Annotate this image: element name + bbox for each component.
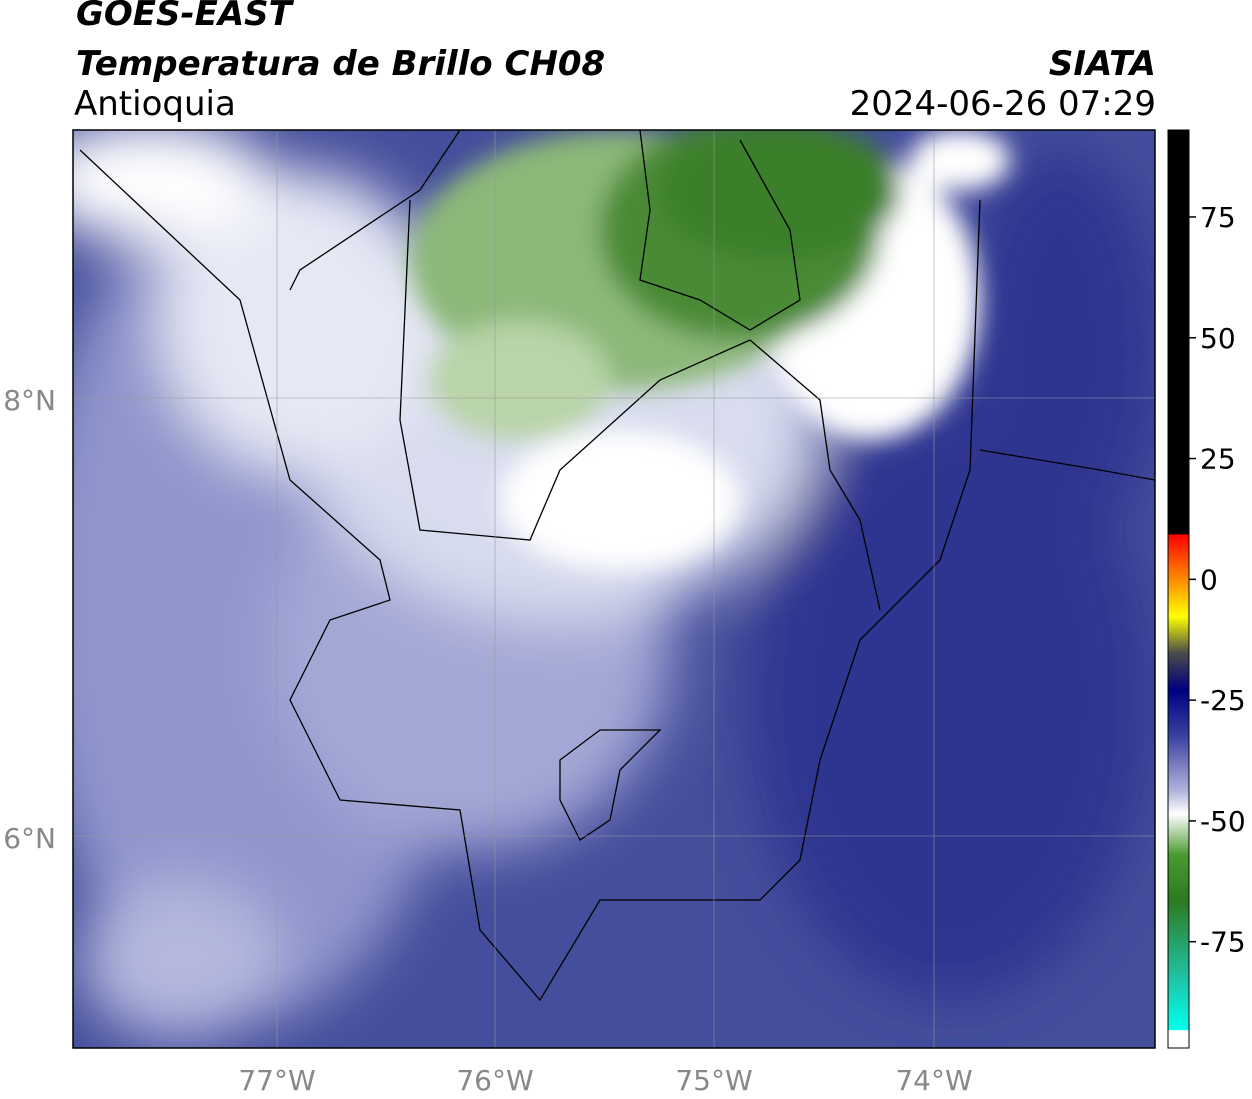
colorbar-tick-label: 75 [1200,201,1236,234]
colorbar-tick-label: 50 [1200,322,1236,355]
lat-label: 8°N [3,384,56,417]
datetime: 2024-06-26 07:29 [849,84,1156,124]
lon-label: 76°W [456,1064,533,1097]
colorbar-tick-label: -75 [1200,926,1246,959]
source: SIATA [1048,44,1156,84]
lon-label: 77°W [238,1064,315,1097]
lon-label: 75°W [675,1064,752,1097]
lat-label: 6°N [3,822,56,855]
map-frame [72,129,1156,1049]
colorbar-tick-label: 0 [1200,563,1218,596]
region: Antioquia [74,84,236,124]
colorbar-tick-label: -50 [1200,805,1246,838]
title: GOES-EAST [76,0,292,34]
imagery [73,130,1155,1048]
subtitle: Temperatura de Brillo CH08 [76,44,606,84]
lon-label: 74°W [895,1064,972,1097]
colorbar-tick-label: -25 [1200,684,1246,717]
colorbar [1167,129,1190,1049]
colorbar-tick-label: 25 [1200,443,1236,476]
